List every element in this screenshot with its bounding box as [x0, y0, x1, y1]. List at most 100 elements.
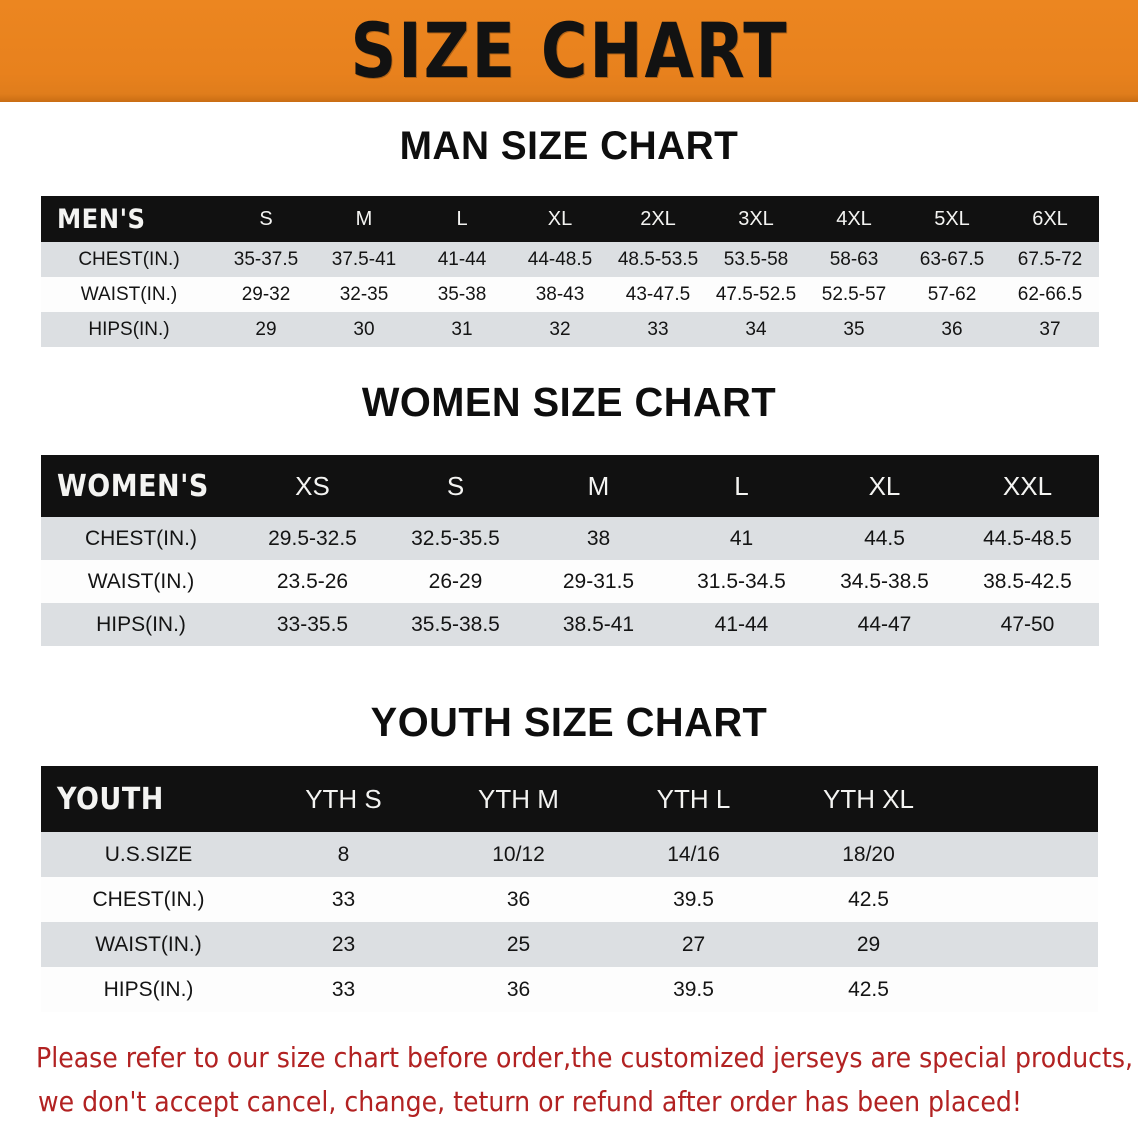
men-row-label: WAIST(IN.) [80, 283, 178, 305]
men-cell: 53.5-58 [723, 248, 789, 270]
men-cell: 32-35 [339, 283, 389, 305]
women-corner-label: WOMEN'S [57, 468, 209, 504]
youth-row-label: U.S.SIZE [104, 842, 193, 866]
youth-cell: 33 [331, 977, 356, 1001]
table-row: HIPS(IN.) 29 30 31 32 33 34 35 36 37 [41, 312, 1099, 347]
men-cell: 35 [843, 318, 865, 340]
table-row: CHEST(IN.) 29.5-32.5 32.5-35.5 38 41 44.5 44.5… [41, 517, 1099, 560]
men-column-header-5xl: 5XL [934, 207, 970, 230]
youth-section-title: YOUTH SIZE CHART [370, 699, 768, 745]
table-row: HIPS(IN.) 33 36 39.5 42.5 [41, 967, 1098, 1012]
table-row: WAIST(IN.) 23.5-26 26-29 29-31.5 31.5-34.5 34… [41, 560, 1099, 603]
order-disclaimer: Please refer to our size chart before or… [0, 1036, 1138, 1124]
women-cell: 29.5-32.5 [268, 526, 357, 550]
men-column-header-xl: XL [547, 207, 573, 230]
men-column-header-l: L [456, 207, 468, 230]
youth-cell: 18/20 [842, 842, 895, 866]
women-column-header-s: S [446, 470, 465, 501]
men-cell: 36 [941, 318, 963, 340]
youth-cell-spacer [956, 922, 1098, 967]
men-column-header-6xl: 6XL [1032, 207, 1068, 230]
women-cell: 32.5-35.5 [411, 526, 500, 550]
men-cell: 32 [549, 318, 571, 340]
table-row: CHEST(IN.) 35-37.5 37.5-41 41-44 44-48.5 48.5… [41, 242, 1099, 277]
men-column-header-m: M [355, 207, 373, 230]
table-row: U.S.SIZE 8 10/12 14/16 18/20 [41, 832, 1098, 877]
men-cell: 44-48.5 [527, 248, 593, 270]
youth-corner-label: YOUTH [57, 781, 164, 817]
men-cell: 37.5-41 [331, 248, 397, 270]
men-row-label: CHEST(IN.) [78, 248, 180, 270]
women-cell: 41-44 [714, 612, 769, 636]
men-cell: 52.5-57 [821, 283, 887, 305]
youth-row-label: WAIST(IN.) [95, 932, 202, 956]
men-cell: 57-62 [927, 283, 977, 305]
women-cell: 47-50 [1000, 612, 1055, 636]
men-cell: 29 [255, 318, 277, 340]
women-column-header-xs: XS [295, 470, 330, 501]
youth-table-body: U.S.SIZE 8 10/12 14/16 18/20 CHEST(IN.) 33 36 39… [41, 832, 1098, 1012]
youth-cell: 39.5 [673, 887, 714, 911]
disclaimer-line-2: we don't accept cancel, change, teturn o… [38, 1085, 1022, 1118]
man-section-title: MAN SIZE CHART [399, 124, 739, 168]
men-cell: 31 [451, 318, 473, 340]
youth-cell: 10/12 [492, 842, 545, 866]
table-header-row: WOMEN'S XS S M L XL XXL [41, 455, 1099, 517]
men-cell: 34 [745, 318, 767, 340]
men-cell: 43-47.5 [625, 283, 691, 305]
women-cell: 41 [729, 526, 754, 550]
youth-header-spacer [956, 766, 1098, 832]
table-row: WAIST(IN.) 29-32 32-35 35-38 38-43 43-47.5 47.… [41, 277, 1099, 312]
youth-cell: 25 [506, 932, 531, 956]
men-cell: 41-44 [437, 248, 487, 270]
women-cell: 44-47 [857, 612, 912, 636]
youth-cell: 42.5 [848, 977, 889, 1001]
men-cell: 30 [353, 318, 375, 340]
women-cell: 35.5-38.5 [411, 612, 500, 636]
women-cell: 29-31.5 [562, 569, 635, 593]
women-column-header-xxl: XXL [1002, 470, 1053, 501]
women-cell: 26-29 [428, 569, 483, 593]
men-column-header-s: S [259, 207, 273, 230]
youth-size-table: YOUTH YTH S YTH M YTH L YTH XL U.S.SIZE 8 10/… [41, 766, 1098, 1012]
men-cell: 35-37.5 [233, 248, 299, 270]
men-cell: 35-38 [437, 283, 487, 305]
women-column-header-m: M [587, 470, 610, 501]
men-cell: 29-32 [241, 283, 291, 305]
men-cell: 33 [647, 318, 669, 340]
men-column-header-4xl: 4XL [836, 207, 872, 230]
women-cell: 33-35.5 [276, 612, 349, 636]
youth-cell-spacer [956, 877, 1098, 922]
youth-cell: 23 [331, 932, 356, 956]
women-row-label: WAIST(IN.) [87, 569, 195, 593]
youth-cell: 36 [506, 977, 531, 1001]
youth-column-header-yth-m: YTH M [478, 783, 559, 814]
women-table-header: WOMEN'S XS S M L XL XXL [41, 455, 1099, 517]
women-row-label: HIPS(IN.) [96, 612, 186, 636]
table-row: HIPS(IN.) 33-35.5 35.5-38.5 38.5-41 41-44 44-… [41, 603, 1099, 646]
men-table-header: MEN'S S M L XL 2XL 3XL 4XL 5XL 6XL [41, 196, 1099, 242]
youth-cell-spacer [956, 967, 1098, 1012]
youth-column-header-yth-xl: YTH XL [822, 783, 915, 814]
youth-row-label: HIPS(IN.) [103, 977, 194, 1001]
men-cell: 37 [1039, 318, 1061, 340]
table-row: WAIST(IN.) 23 25 27 29 [41, 922, 1098, 967]
women-cell: 44.5 [864, 526, 905, 550]
men-column-header-3xl: 3XL [738, 207, 774, 230]
men-cell: 38-43 [535, 283, 585, 305]
page-banner: SIZE CHART [0, 0, 1138, 102]
men-cell: 48.5-53.5 [617, 248, 699, 270]
table-header-row: MEN'S S M L XL 2XL 3XL 4XL 5XL 6XL [41, 196, 1099, 242]
youth-row-label: CHEST(IN.) [92, 887, 205, 911]
banner-title: SIZE CHART [349, 6, 788, 95]
women-cell: 38.5-41 [562, 612, 635, 636]
men-corner-label: MEN'S [57, 203, 146, 235]
men-cell: 47.5-52.5 [715, 283, 797, 305]
men-cell: 67.5-72 [1017, 248, 1083, 270]
women-cell: 44.5-48.5 [983, 526, 1072, 550]
youth-column-header-yth-s: YTH S [305, 783, 382, 814]
youth-cell: 29 [856, 932, 881, 956]
youth-cell: 33 [331, 887, 356, 911]
youth-cell-spacer [956, 832, 1098, 877]
